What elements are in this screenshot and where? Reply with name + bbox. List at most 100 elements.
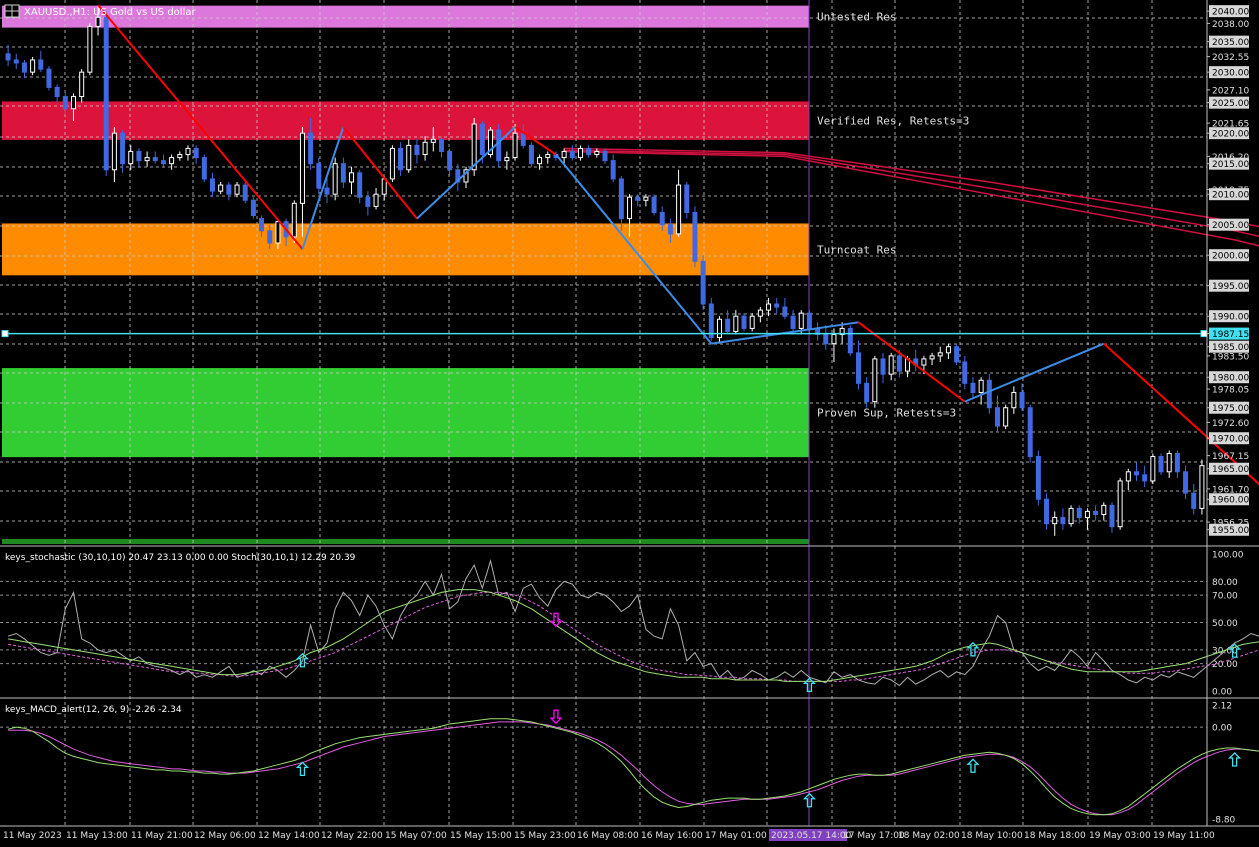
candle-54 bbox=[447, 148, 453, 176]
candle-121 bbox=[994, 395, 1000, 433]
zone-label-2: Turncoat Res bbox=[817, 243, 896, 256]
price-tick-label-30: 1955.00 bbox=[1212, 526, 1249, 536]
candle-39 bbox=[324, 175, 330, 204]
candle-98 bbox=[806, 310, 812, 335]
candle-52 bbox=[430, 127, 436, 152]
candle-66 bbox=[545, 151, 551, 164]
candle-61 bbox=[504, 151, 510, 170]
candle-81 bbox=[667, 218, 673, 243]
candle-28 bbox=[234, 181, 240, 198]
candle-118 bbox=[970, 377, 976, 399]
candle-130 bbox=[1068, 505, 1074, 527]
macd-signal-line bbox=[8, 721, 1259, 816]
price-tick-box-14 bbox=[1209, 249, 1249, 262]
candle-12 bbox=[103, 11, 109, 176]
price-tick-box-22 bbox=[1209, 401, 1249, 414]
candle-4 bbox=[38, 50, 44, 73]
stoch-tick-3: 50.00 bbox=[1212, 619, 1238, 629]
price-tick-box-30 bbox=[1209, 523, 1249, 536]
price-tick-box-26 bbox=[1209, 462, 1249, 475]
price-tick-box-15 bbox=[1209, 279, 1249, 292]
price-line-handle-right[interactable] bbox=[1200, 330, 1208, 338]
candle-109 bbox=[896, 349, 902, 378]
candle-2 bbox=[21, 59, 27, 79]
candle-8 bbox=[71, 93, 77, 121]
price-tick-box-6 bbox=[1209, 96, 1249, 109]
zigzag-segment-8 bbox=[964, 342, 1105, 403]
candle-15 bbox=[128, 145, 134, 170]
candle-40 bbox=[332, 157, 338, 201]
candle-105 bbox=[864, 377, 870, 408]
macd-signal-arrow-1 bbox=[549, 709, 563, 725]
price-tick-label-8: 2020.00 bbox=[1212, 130, 1249, 140]
candle-16 bbox=[136, 148, 142, 167]
stoch-signal-arrow-3 bbox=[966, 641, 980, 657]
price-tick-box-12 bbox=[1209, 188, 1249, 201]
candle-90 bbox=[741, 313, 747, 332]
candle-70 bbox=[577, 145, 583, 161]
macd-tick-2: -8.80 bbox=[1212, 816, 1236, 826]
candle-142 bbox=[1166, 450, 1172, 478]
symbol-title: XAUUSD.,H1: US Gold vs US dollar bbox=[24, 7, 196, 18]
macd-panel[interactable]: 2.12 0.00 -8.80 bbox=[0, 702, 1259, 826]
candle-14 bbox=[120, 130, 126, 173]
candle-55 bbox=[455, 163, 461, 192]
candle-103 bbox=[847, 325, 853, 356]
price-tick-label-16: 1990.00 bbox=[1212, 313, 1249, 323]
grid-layer bbox=[0, 0, 1207, 826]
candle-1 bbox=[13, 53, 19, 70]
price-tick-box-2 bbox=[1209, 35, 1249, 48]
zone-1 bbox=[2, 101, 809, 140]
zigzag-segment-4 bbox=[514, 126, 557, 156]
candle-64 bbox=[528, 142, 534, 167]
candle-84 bbox=[692, 206, 698, 268]
zones-layer bbox=[2, 5, 809, 544]
candle-115 bbox=[945, 343, 951, 359]
candle-95 bbox=[782, 297, 788, 320]
macd-signal-arrow-2 bbox=[802, 792, 816, 808]
macd-main-line bbox=[7, 718, 1259, 816]
stoch-main-line bbox=[7, 558, 1259, 687]
time-label-0: 11 May 2023 bbox=[3, 831, 62, 841]
zone-label-1: Verified Res, Retests=3 bbox=[817, 115, 969, 128]
price-tick-box-24 bbox=[1209, 432, 1249, 445]
candle-134 bbox=[1101, 502, 1107, 521]
candle-104 bbox=[855, 340, 861, 390]
candle-123 bbox=[1011, 386, 1017, 414]
time-label-14: 18 May 02:00 bbox=[898, 831, 960, 841]
candle-77 bbox=[635, 194, 641, 207]
candle-85 bbox=[700, 255, 706, 311]
macd-signal-arrow-0 bbox=[295, 761, 310, 777]
price-tick-label-1: 2038.00 bbox=[1212, 20, 1249, 30]
time-label-15: 18 May 10:00 bbox=[961, 831, 1023, 841]
candle-62 bbox=[512, 124, 518, 161]
stoch-tick-2: 70.00 bbox=[1212, 592, 1238, 602]
price-line-handle-left[interactable] bbox=[1, 330, 9, 338]
candle-18 bbox=[152, 151, 158, 164]
candle-114 bbox=[937, 346, 943, 362]
candle-83 bbox=[684, 181, 690, 219]
price-tick-label-29: 1956.25 bbox=[1212, 519, 1249, 529]
price-tick-label-3: 2032.55 bbox=[1212, 53, 1249, 63]
price-tick-label-7: 2021.65 bbox=[1212, 120, 1249, 130]
candle-136 bbox=[1117, 477, 1123, 530]
time-label-8: 15 May 23:00 bbox=[514, 831, 576, 841]
price-tick-label-18: 1985.00 bbox=[1212, 343, 1249, 353]
price-tick-label-19: 1983.50 bbox=[1212, 352, 1249, 362]
candle-45 bbox=[373, 188, 379, 210]
candle-9 bbox=[79, 69, 85, 103]
time-label-13: 17 May 17:00 bbox=[843, 831, 905, 841]
candle-87 bbox=[716, 316, 722, 344]
price-tick-label-15: 1995.00 bbox=[1212, 282, 1249, 292]
candle-42 bbox=[349, 166, 355, 195]
candle-53 bbox=[438, 136, 444, 158]
price-tick-label-14: 2000.00 bbox=[1212, 252, 1249, 262]
candle-59 bbox=[488, 127, 494, 158]
price-tick-label-12: 2010.00 bbox=[1212, 191, 1249, 201]
current-price-line-layer[interactable] bbox=[1, 330, 1208, 338]
price-tick-label-5: 2027.10 bbox=[1212, 86, 1249, 96]
candle-44 bbox=[365, 191, 371, 216]
